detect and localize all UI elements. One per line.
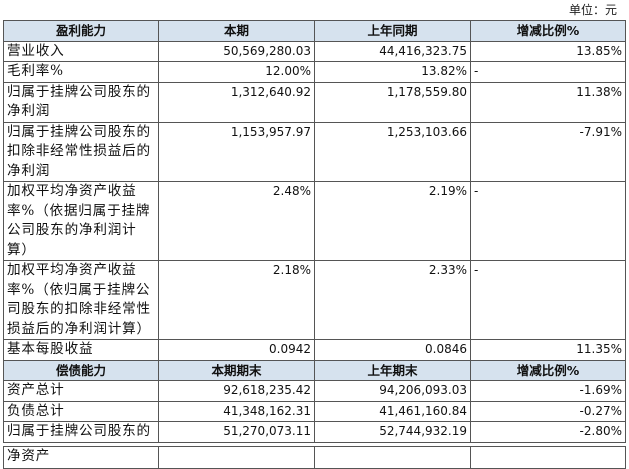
value-cell: 2.19% xyxy=(314,181,471,261)
row-label: 基本每股收益 xyxy=(3,339,159,361)
value-cell: 11.38% xyxy=(470,81,626,123)
page: 单位：元 盈利能力 本期 上年同期 增减比例% 营业收入 50,569,280.03 44,… xyxy=(3,3,626,469)
value-cell: -1.69% xyxy=(470,380,626,402)
row-label: 归属于挂牌公司股东的净利润 xyxy=(3,81,159,123)
value-cell: - xyxy=(470,61,626,83)
data-row: 负债总计 41,348,162.31 41,461,160.84 -0.27% xyxy=(3,400,626,422)
value-cell: - xyxy=(470,181,626,261)
value-cell: 1,178,559.80 xyxy=(314,81,471,123)
row-label: 负债总计 xyxy=(3,400,159,422)
data-row: 毛利率% 12.00% 13.82% - xyxy=(3,61,626,83)
header-cell: 偿债能力 xyxy=(3,359,159,381)
row-label: 毛利率% xyxy=(3,61,159,83)
value-cell: - xyxy=(470,260,626,340)
value-cell: -0.27% xyxy=(470,400,626,422)
row-label: 加权平均净资产收益率%（依归属于挂牌公司股东的扣除非经常性损益后的净利润计算） xyxy=(3,260,159,340)
header-cell: 盈利能力 xyxy=(3,20,159,42)
value-cell xyxy=(158,445,315,469)
value-cell: 50,569,280.03 xyxy=(158,40,315,62)
value-cell: 94,206,093.03 xyxy=(314,380,471,402)
value-cell xyxy=(314,445,471,469)
row-label: 净资产 xyxy=(3,445,159,469)
value-cell: 13.85% xyxy=(470,40,626,62)
row-label: 归属于挂牌公司股东的 xyxy=(3,421,159,443)
header-cell: 本期 xyxy=(158,20,315,42)
data-row: 资产总计 92,618,235.42 94,206,093.03 -1.69% xyxy=(3,380,626,402)
unit-label: 单位：元 xyxy=(568,3,617,17)
data-row: 基本每股收益 0.0942 0.0846 11.35% xyxy=(3,339,626,361)
data-row: 加权平均净资产收益率%（依归属于挂牌公司股东的扣除非经常性损益后的净利润计算） 2… xyxy=(3,260,626,340)
header-cell: 增减比例% xyxy=(470,20,626,42)
header-cell: 上年同期 xyxy=(314,20,471,42)
value-cell: 41,348,162.31 xyxy=(158,400,315,422)
data-row: 加权平均净资产收益率%（依据归属于挂牌公司股东的净利润计算） 2.48% 2.19%… xyxy=(3,181,626,261)
header-cell: 增减比例% xyxy=(470,359,626,381)
header-cell: 上年期末 xyxy=(314,359,471,381)
value-cell: 11.35% xyxy=(470,339,626,361)
value-cell: 13.82% xyxy=(314,61,471,83)
value-cell: 2.48% xyxy=(158,181,315,261)
value-cell: 44,416,323.75 xyxy=(314,40,471,62)
header-row: 偿债能力 本期期末 上年期末 增减比例% xyxy=(3,359,626,381)
value-cell: 0.0942 xyxy=(158,339,315,361)
data-row: 归属于挂牌公司股东的扣除非经常性损益后的净利润 1,153,957.97 1,253… xyxy=(3,121,626,182)
row-label: 归属于挂牌公司股东的扣除非经常性损益后的净利润 xyxy=(3,121,159,182)
header-cell: 本期期末 xyxy=(158,359,315,381)
value-cell: 2.33% xyxy=(314,260,471,340)
data-row: 归属于挂牌公司股东的 51,270,073.11 52,744,932.19 -2.8… xyxy=(3,421,626,443)
row-label: 资产总计 xyxy=(3,380,159,402)
value-cell: -2.80% xyxy=(470,421,626,443)
value-cell: 1,153,957.97 xyxy=(158,121,315,182)
row-label: 加权平均净资产收益率%（依据归属于挂牌公司股东的净利润计算） xyxy=(3,181,159,261)
data-row: 营业收入 50,569,280.03 44,416,323.75 13.85% xyxy=(3,40,626,62)
value-cell: 2.18% xyxy=(158,260,315,340)
value-cell: 1,312,640.92 xyxy=(158,81,315,123)
value-cell xyxy=(470,445,626,469)
value-cell: 51,270,073.11 xyxy=(158,421,315,443)
data-row: 归属于挂牌公司股东的净利润 1,312,640.92 1,178,559.80 11.… xyxy=(3,81,626,123)
value-cell: 1,253,103.66 xyxy=(314,121,471,182)
value-cell: 0.0846 xyxy=(314,339,471,361)
value-cell: 92,618,235.42 xyxy=(158,380,315,402)
value-cell: 52,744,932.19 xyxy=(314,421,471,443)
row-label: 营业收入 xyxy=(3,40,159,62)
data-row: 净资产 xyxy=(3,445,626,469)
financial-table: 盈利能力 本期 上年同期 增减比例% 营业收入 50,569,280.03 44,416,3… xyxy=(3,20,626,469)
value-cell: 12.00% xyxy=(158,61,315,83)
value-cell: -7.91% xyxy=(470,121,626,182)
header-row: 盈利能力 本期 上年同期 增减比例% xyxy=(3,20,626,42)
value-cell: 41,461,160.84 xyxy=(314,400,471,422)
